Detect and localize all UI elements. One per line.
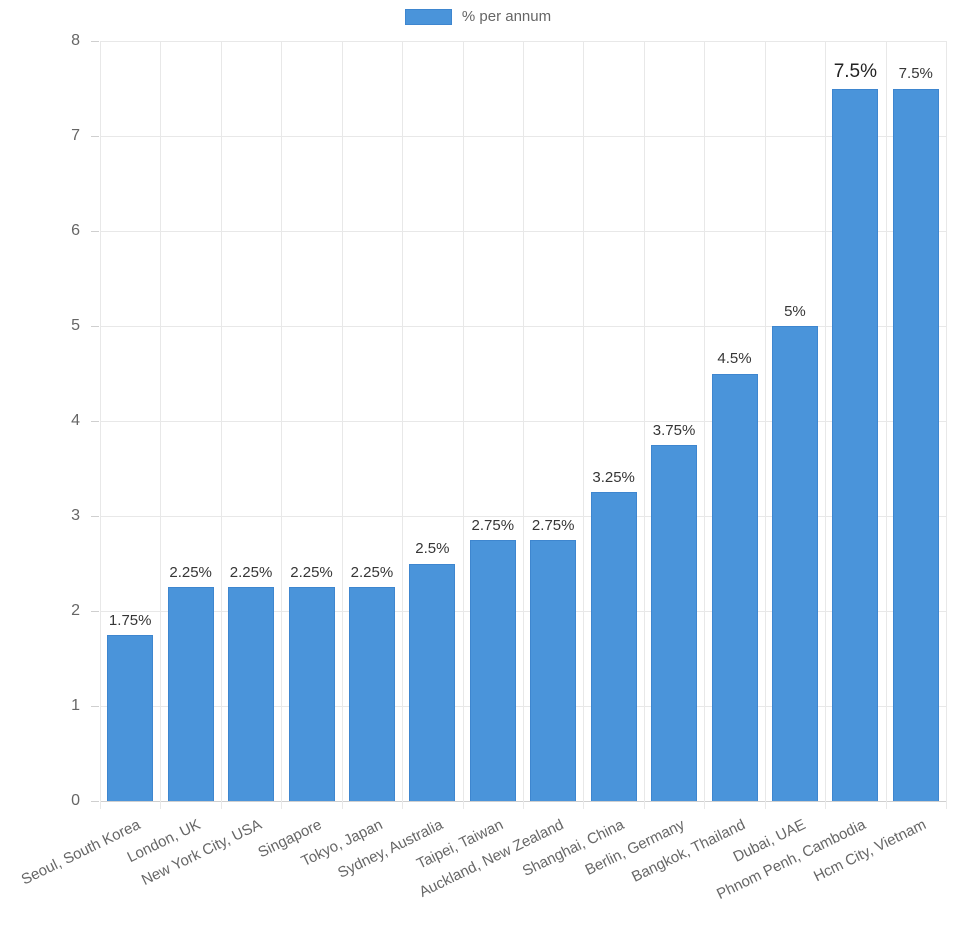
value-label-taipei-taiwan: 2.75% (471, 516, 515, 534)
y-tick-label-2: 2 (71, 602, 80, 619)
x-gridline-13 (885, 41, 887, 809)
value-label-shanghai-china: 3.25% (592, 469, 635, 486)
bar-dubai-uae[interactable] (771, 326, 818, 801)
y-tick-1 (91, 706, 99, 707)
bar-hcm-city-vietnam[interactable] (892, 88, 939, 801)
bar-seoul-south-korea[interactable] (107, 634, 154, 801)
bar-tokyo-japan[interactable] (348, 587, 395, 801)
bar-phnom-penh-cambodia[interactable] (832, 88, 879, 801)
x-tick-label-hcm-city-vietnam: Hcm City, Vietnam (810, 816, 929, 886)
y-tick-8 (91, 41, 99, 42)
y-tick-0 (91, 801, 99, 802)
value-label-auckland-new-zealand: 2.75% (531, 516, 575, 534)
x-gridline-7 (523, 41, 524, 809)
legend-label: % per annum (461, 8, 552, 25)
y-tick-label-0: 0 (71, 792, 80, 809)
x-gridline-2 (220, 41, 222, 809)
value-label-dubai-uae: 5% (784, 302, 806, 320)
value-label-london-uk: 2.25% (169, 564, 212, 581)
bar-auckland-new-zealand[interactable] (530, 539, 577, 801)
value-label-phnom-penh-cambodia: 7.5% (833, 60, 877, 82)
y-tick-label-4: 4 (71, 412, 80, 429)
value-label-berlin-germany: 3.75% (652, 421, 696, 439)
x-gridline-12 (825, 41, 827, 809)
y-tick-label-6: 6 (71, 222, 80, 239)
y-tick-label-7: 7 (71, 127, 80, 144)
y-tick-label-8: 8 (71, 32, 80, 49)
bar-new-york-city-usa[interactable] (228, 587, 275, 801)
bar-berlin-germany[interactable] (651, 444, 698, 801)
y-tick-3 (91, 516, 99, 517)
x-gridline-11 (764, 41, 766, 809)
x-gridline-1 (160, 41, 162, 809)
y-tick-label-3: 3 (71, 507, 80, 524)
x-gridline-0 (100, 41, 101, 809)
value-label-sydney-australia: 2.5% (415, 540, 450, 558)
y-tick-7 (91, 136, 99, 137)
y-tick-6 (91, 231, 99, 232)
bar-singapore[interactable] (288, 587, 335, 801)
bar-taipei-taiwan[interactable] (469, 539, 516, 801)
legend-swatch (404, 8, 452, 25)
x-gridline-14 (946, 41, 947, 809)
chart-legend: % per annum (0, 8, 956, 25)
x-gridline-10 (704, 41, 706, 809)
bar-london-uk[interactable] (167, 587, 214, 801)
value-label-seoul-south-korea: 1.75% (108, 611, 152, 629)
value-label-singapore: 2.25% (290, 564, 333, 581)
bar-shanghai-china[interactable] (590, 492, 637, 801)
y-tick-5 (91, 326, 99, 327)
x-gridline-3 (281, 41, 283, 809)
x-gridline-6 (462, 41, 464, 809)
y-tick-4 (91, 421, 99, 422)
x-gridline-8 (583, 41, 585, 809)
legend-item-per-annum[interactable]: % per annum (404, 8, 552, 25)
value-label-hcm-city-vietnam: 7.5% (898, 65, 933, 83)
x-gridline-5 (402, 41, 404, 809)
bar-bangkok-thailand[interactable] (711, 373, 758, 801)
x-gridline-9 (643, 41, 645, 809)
y-tick-label-5: 5 (71, 317, 80, 334)
value-label-bangkok-thailand: 4.5% (717, 350, 752, 368)
y-tick-label-1: 1 (71, 697, 80, 714)
value-label-tokyo-japan: 2.25% (350, 564, 394, 581)
bar-sydney-australia[interactable] (409, 563, 456, 801)
value-label-new-york-city-usa: 2.25% (229, 564, 273, 581)
x-gridline-4 (341, 41, 343, 809)
y-tick-2 (91, 611, 99, 612)
